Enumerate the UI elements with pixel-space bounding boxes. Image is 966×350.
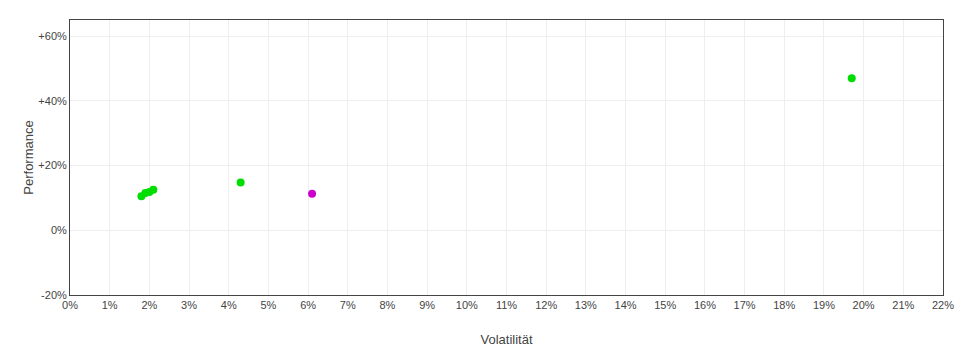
svg-text:5%: 5%	[260, 299, 276, 311]
svg-text:22%: 22%	[932, 299, 954, 311]
svg-text:8%: 8%	[379, 299, 395, 311]
svg-text:14%: 14%	[615, 299, 637, 311]
svg-text:7%: 7%	[340, 299, 356, 311]
svg-text:+60%: +60%	[38, 30, 67, 42]
svg-text:15%: 15%	[654, 299, 676, 311]
svg-text:Performance: Performance	[21, 120, 36, 194]
svg-text:Volatilität: Volatilität	[480, 332, 532, 347]
svg-text:1%: 1%	[102, 299, 118, 311]
svg-text:4%: 4%	[221, 299, 237, 311]
svg-text:0%: 0%	[51, 224, 67, 236]
svg-text:6%: 6%	[300, 299, 316, 311]
svg-text:16%: 16%	[694, 299, 716, 311]
svg-text:11%: 11%	[496, 299, 517, 311]
svg-text:+40%: +40%	[38, 95, 67, 107]
svg-text:18%: 18%	[773, 299, 795, 311]
svg-text:12%: 12%	[535, 299, 557, 311]
svg-text:0%: 0%	[62, 299, 78, 311]
svg-text:19%: 19%	[813, 299, 835, 311]
svg-text:17%: 17%	[734, 299, 756, 311]
svg-text:2%: 2%	[141, 299, 157, 311]
svg-text:3%: 3%	[181, 299, 197, 311]
svg-text:+20%: +20%	[38, 159, 67, 171]
svg-text:10%: 10%	[456, 299, 478, 311]
svg-text:21%: 21%	[892, 299, 914, 311]
svg-text:13%: 13%	[575, 299, 597, 311]
svg-text:20%: 20%	[853, 299, 875, 311]
svg-text:-20%: -20%	[41, 289, 67, 301]
svg-text:9%: 9%	[419, 299, 435, 311]
